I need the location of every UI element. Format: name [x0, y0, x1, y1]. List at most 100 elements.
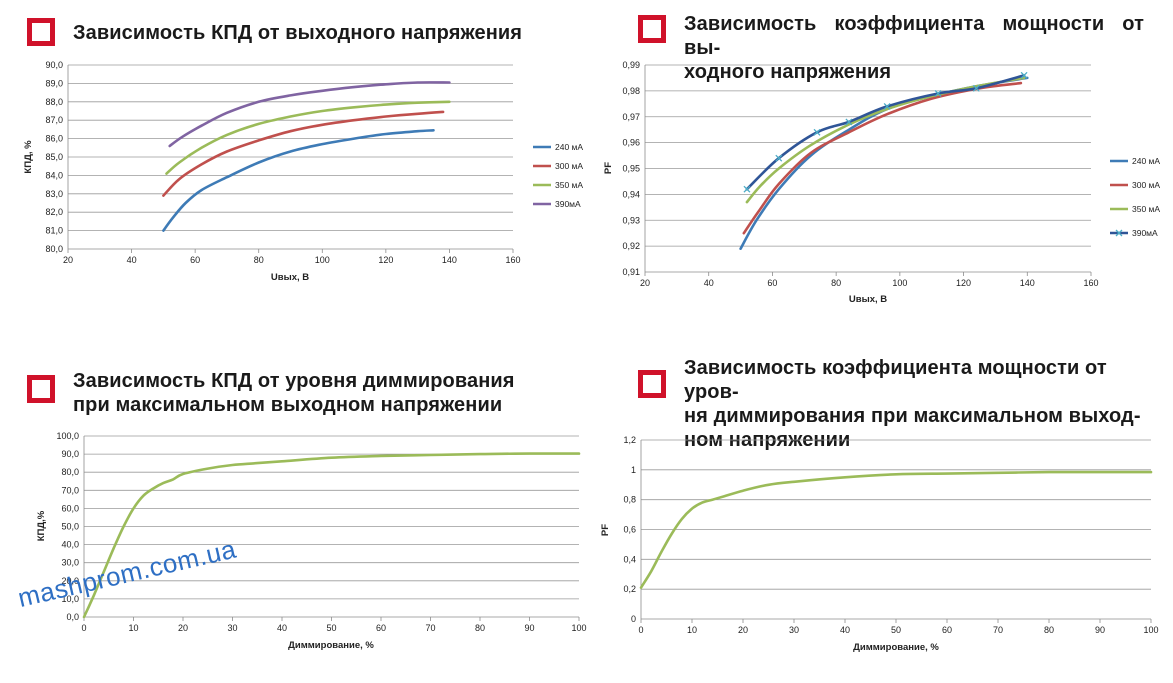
- x-tick-label: 40: [840, 625, 850, 635]
- y-tick-label: 100,0: [56, 431, 79, 441]
- red-square-marker-icon: [27, 375, 55, 403]
- y-tick-label: 87,0: [45, 115, 63, 125]
- series-line: [745, 76, 1026, 204]
- x-tick-label: 20: [640, 278, 650, 288]
- panel-2-title: Зависимость коэффициента мощности от вы-…: [684, 12, 1144, 84]
- x-tick-label: 160: [505, 255, 520, 265]
- legend-label: 350 мА: [1132, 204, 1160, 214]
- x-tick-label: 10: [128, 623, 138, 633]
- panel-4-title-line: ня диммирования при максимальном выход-: [684, 405, 1141, 427]
- x-tick-label: 50: [891, 625, 901, 635]
- series-line: [162, 110, 445, 197]
- y-tick-label: 0: [631, 614, 636, 624]
- panel-4-title-line: Зависимость коэффициента мощности от уро…: [684, 357, 1107, 403]
- y-tick-label: 80,0: [45, 244, 63, 254]
- y-axis-label: КПД, %: [23, 140, 34, 174]
- y-tick-label: 0,94: [622, 189, 640, 199]
- y-tick-label: 82,0: [45, 207, 63, 217]
- legend-label: 350 мА: [555, 180, 583, 190]
- y-tick-label: 83,0: [45, 189, 63, 199]
- y-tick-label: 0,91: [622, 267, 640, 277]
- panel-2-header: Зависимость коэффициента мощности от вы-…: [638, 12, 1144, 84]
- x-tick-label: 40: [277, 623, 287, 633]
- x-tick-label: 140: [1020, 278, 1035, 288]
- panel-2-title-line: Зависимость коэффициента мощности от вы-: [684, 13, 1144, 59]
- y-axis-label: PF: [600, 524, 611, 536]
- x-axis-label: Uвых, В: [849, 294, 887, 305]
- y-tick-label: 0,98: [622, 86, 640, 96]
- x-tick-label: 20: [63, 255, 73, 265]
- x-tick-label: 30: [789, 625, 799, 635]
- y-tick-label: 0,96: [622, 138, 640, 148]
- y-tick-label: 70,0: [61, 485, 79, 495]
- y-tick-label: 10,0: [61, 594, 79, 604]
- y-tick-label: 40,0: [61, 540, 79, 550]
- panel-3-title-line: Зависимость КПД от уровня диммирования: [73, 370, 515, 392]
- data-point-marker: [845, 118, 853, 126]
- x-tick-label: 80: [831, 278, 841, 288]
- x-tick-label: 20: [738, 625, 748, 635]
- y-tick-label: 0,2: [623, 584, 636, 594]
- panel-2-title-line: ходного напряжения: [684, 61, 892, 83]
- x-tick-label: 30: [227, 623, 237, 633]
- x-tick-label: 70: [993, 625, 1003, 635]
- legend-label: 240 мА: [1132, 156, 1160, 166]
- legend-label: 390мА: [555, 199, 581, 209]
- x-tick-label: 10: [687, 625, 697, 635]
- data-point-marker: [1020, 71, 1028, 79]
- y-tick-label: 0,6: [623, 525, 636, 535]
- x-tick-label: 0: [81, 623, 86, 633]
- y-tick-label: 81,0: [45, 226, 63, 236]
- x-axis-label: Диммирование, %: [288, 640, 374, 651]
- series-line: [165, 100, 451, 175]
- series-line: [639, 470, 1153, 589]
- y-tick-label: 0,4: [623, 554, 636, 564]
- legend-label: 300 мА: [1132, 180, 1160, 190]
- x-tick-label: 70: [425, 623, 435, 633]
- x-axis-label: Uвых, В: [271, 272, 309, 283]
- panel-3-title-line: при максимальном выходном напряжении: [73, 394, 503, 416]
- series-line: [168, 81, 451, 148]
- y-tick-label: 80,0: [61, 467, 79, 477]
- data-point-marker: [883, 102, 891, 110]
- x-tick-label: 80: [254, 255, 264, 265]
- panel-1-header: Зависимость КПД от выходного напряжения: [27, 18, 522, 46]
- series-line: [162, 129, 435, 232]
- x-tick-label: 120: [378, 255, 393, 265]
- legend-label: 390мА: [1132, 228, 1158, 238]
- x-tick-label: 120: [956, 278, 971, 288]
- x-tick-label: 40: [127, 255, 137, 265]
- x-tick-label: 80: [475, 623, 485, 633]
- data-point-marker: [813, 128, 821, 136]
- y-tick-label: 0,93: [622, 215, 640, 225]
- panel-1-title-line: Зависимость КПД от выходного напряжения: [73, 22, 523, 44]
- y-tick-label: 0,97: [622, 112, 640, 122]
- y-axis-label: PF: [603, 162, 614, 174]
- x-tick-label: 140: [442, 255, 457, 265]
- x-tick-label: 80: [1044, 625, 1054, 635]
- data-point-marker: [934, 90, 942, 97]
- legend-label: 300 мА: [555, 161, 583, 171]
- x-tick-label: 90: [1095, 625, 1105, 635]
- x-tick-label: 60: [190, 255, 200, 265]
- data-point-marker: [972, 84, 980, 92]
- y-tick-label: 89,0: [45, 78, 63, 88]
- y-tick-label: 50,0: [61, 522, 79, 532]
- x-tick-label: 100: [315, 255, 330, 265]
- x-tick-label: 100: [1143, 625, 1158, 635]
- y-tick-label: 85,0: [45, 152, 63, 162]
- x-tick-label: 60: [942, 625, 952, 635]
- y-tick-label: 90,0: [45, 60, 63, 70]
- x-tick-label: 90: [524, 623, 534, 633]
- panel-3-header: Зависимость КПД от уровня диммирования п…: [27, 369, 515, 417]
- y-tick-label: 86,0: [45, 134, 63, 144]
- x-tick-label: 60: [376, 623, 386, 633]
- series-line: [742, 81, 1023, 235]
- y-tick-label: 84,0: [45, 170, 63, 180]
- y-tick-label: 0,92: [622, 241, 640, 251]
- y-tick-label: 90,0: [61, 449, 79, 459]
- legend-label: 240 мА: [555, 142, 583, 152]
- y-tick-label: 1: [631, 465, 636, 475]
- y-tick-label: 0,95: [622, 164, 640, 174]
